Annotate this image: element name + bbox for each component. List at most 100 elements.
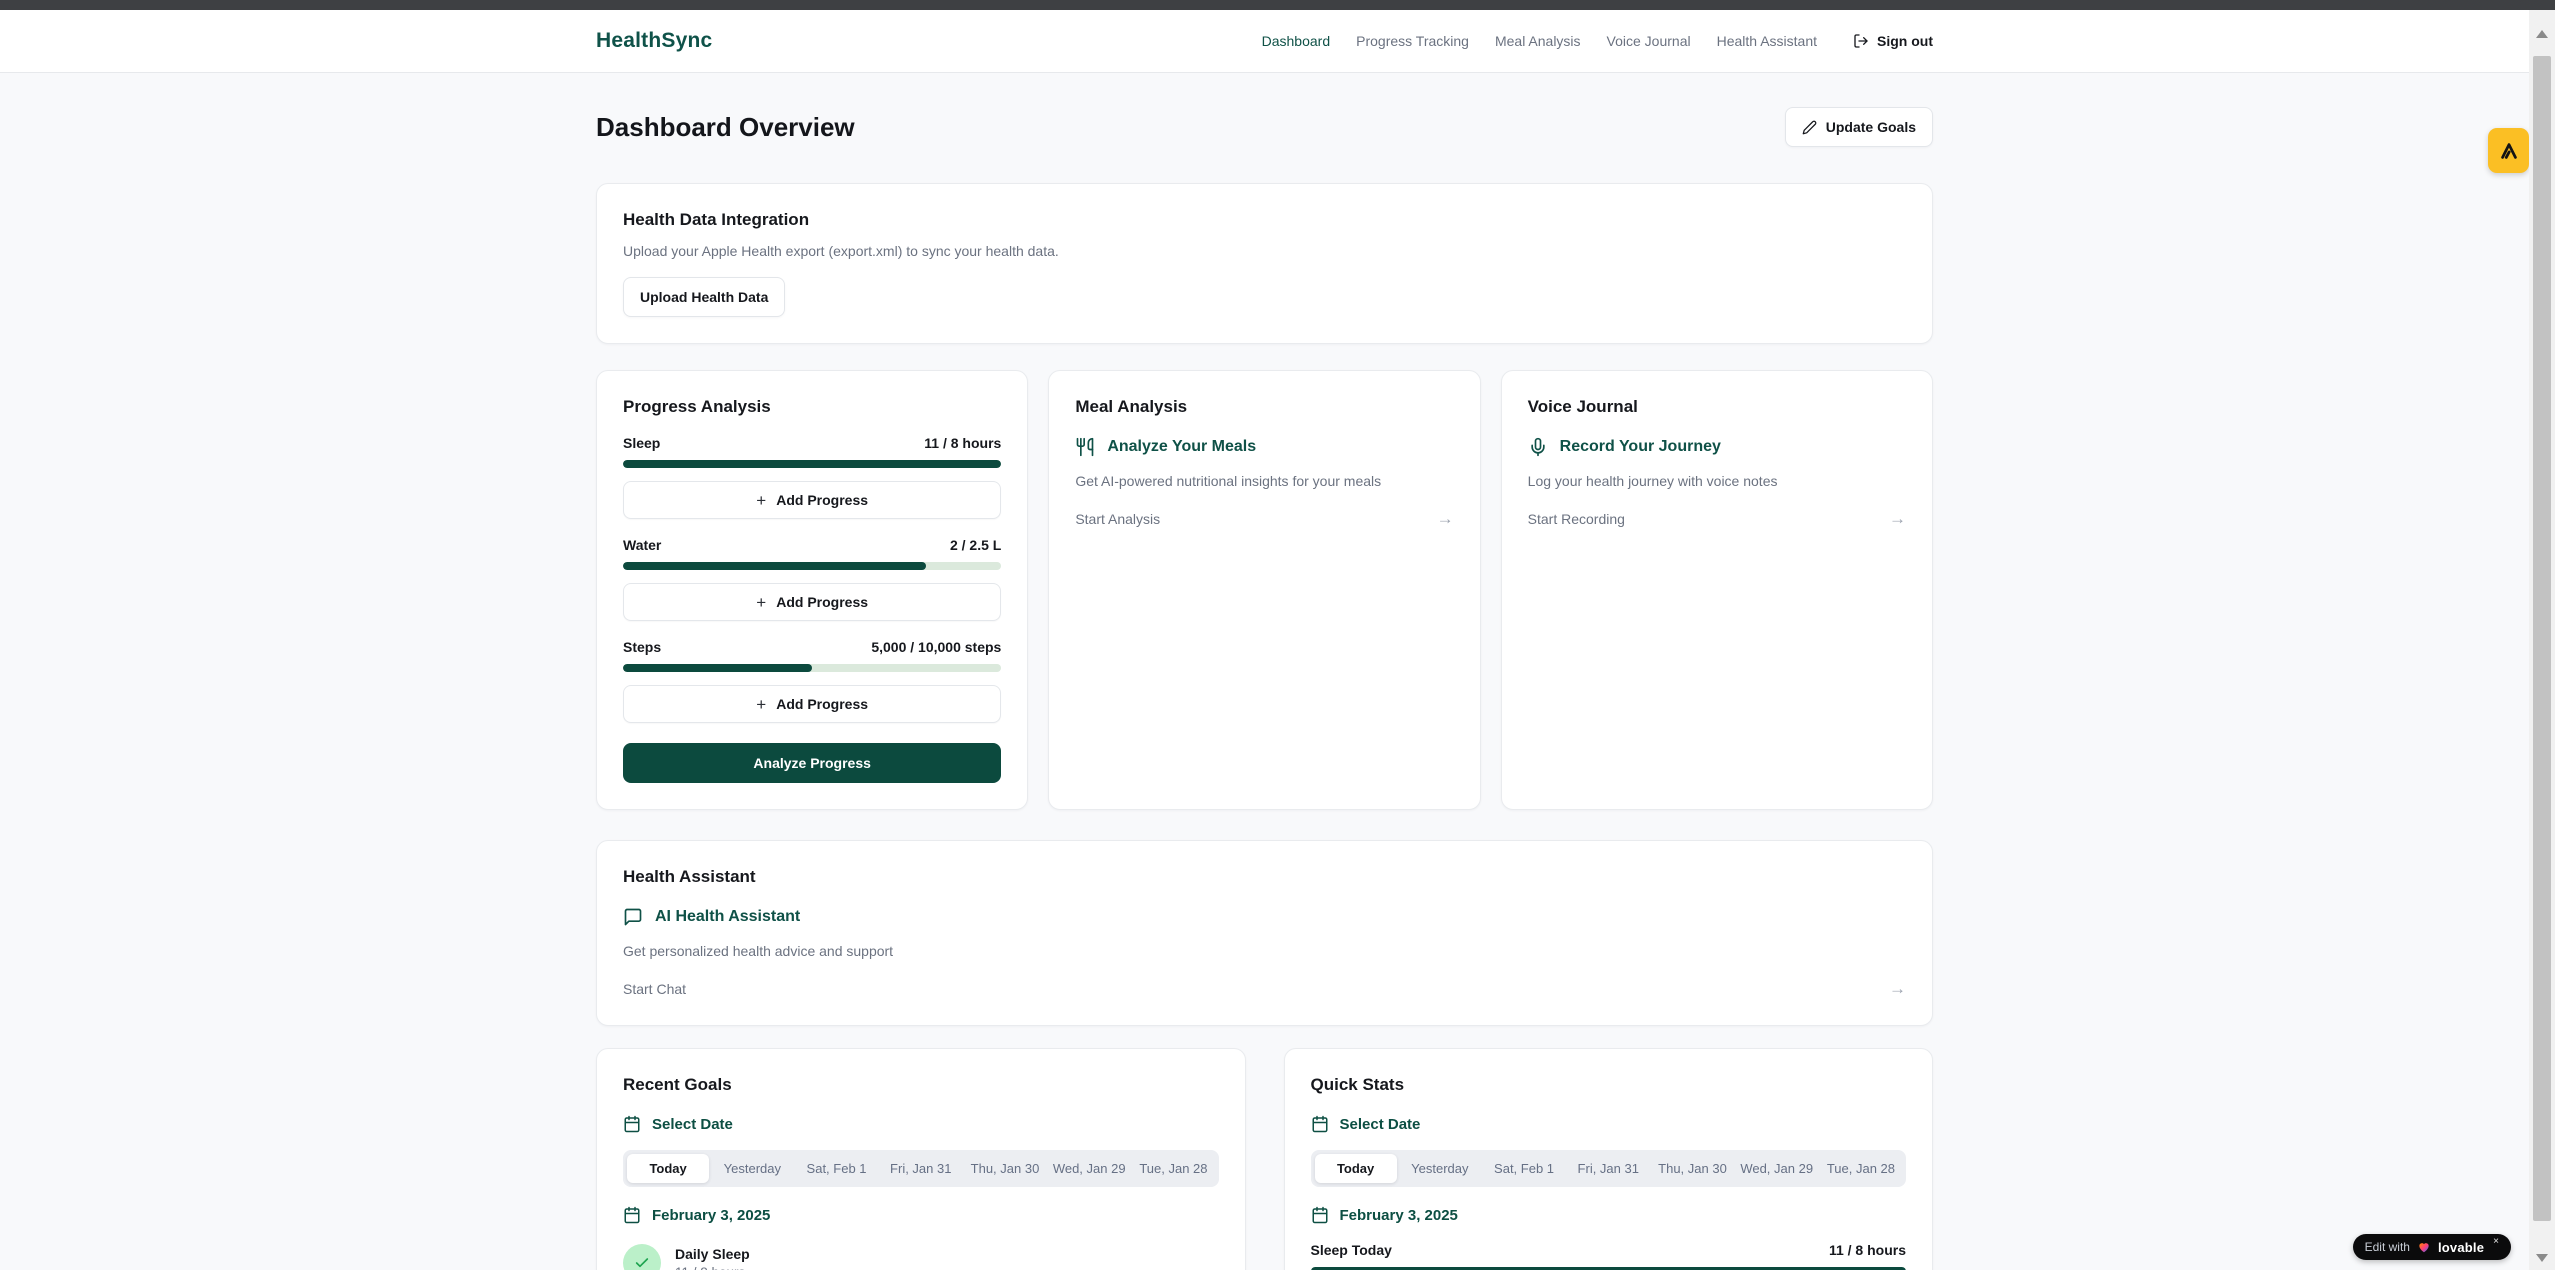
plus-icon: + xyxy=(756,592,767,612)
add-steps-progress-button[interactable]: + Add Progress xyxy=(623,685,1002,723)
chat-bubble-icon xyxy=(624,908,642,926)
calendar-icon xyxy=(624,1115,640,1133)
tab-today[interactable]: Today xyxy=(627,1154,710,1183)
sleep-today-stat: Sleep Today 11 / 8 hours + Add Progress xyxy=(1310,1242,1906,1270)
tab-thu-jan-30[interactable]: Thu, Jan 30 xyxy=(970,1161,1040,1176)
tab-today[interactable]: Today xyxy=(1314,1154,1397,1183)
tab-sat-feb-1[interactable]: Sat, Feb 1 xyxy=(1494,1161,1555,1176)
water-progress-bar xyxy=(623,562,1002,570)
quick-stats-current-date[interactable]: February 3, 2025 xyxy=(1311,1206,1907,1224)
tab-fri-jan-31[interactable]: Fri, Jan 31 xyxy=(890,1161,952,1176)
goal-sleep: Sleep 11 / 8 hours + Add Progress xyxy=(623,435,1002,519)
nav-voice-journal[interactable]: Voice Journal xyxy=(1606,33,1691,49)
voice-description: Log your health journey with voice notes xyxy=(1527,473,1778,489)
quick-stats-date-tabs: Today Yesterday Sat, Feb 1 Fri, Jan 31 T… xyxy=(1310,1150,1906,1187)
goal-complete-badge xyxy=(623,1244,661,1270)
daily-sleep-goal-item: Daily Sleep 11 / 8 hours xyxy=(623,1244,1219,1270)
start-recording-label: Start Recording xyxy=(1527,511,1625,527)
app-logo[interactable]: HealthSync xyxy=(596,29,713,52)
check-icon xyxy=(635,1258,649,1268)
nav-progress-tracking[interactable]: Progress Tracking xyxy=(1356,33,1469,49)
assistant-description: Get personalized health advice and suppo… xyxy=(623,943,894,959)
update-goals-label: Update Goals xyxy=(1825,119,1916,135)
goal-water: Water 2 / 2.5 L + Add Progress xyxy=(623,537,1002,621)
analyze-progress-button[interactable]: Analyze Progress xyxy=(623,743,1002,783)
goal-sleep-value: 11 / 8 hours xyxy=(924,435,1002,451)
record-your-journey-label: Record Your Journey xyxy=(1559,438,1721,455)
close-icon[interactable]: × xyxy=(2493,1235,2499,1247)
tab-wed-jan-29[interactable]: Wed, Jan 29 xyxy=(1740,1161,1814,1176)
nav-health-assistant[interactable]: Health Assistant xyxy=(1716,33,1817,49)
health-assistant-card: Health Assistant AI Health Assistant Get… xyxy=(596,840,1933,1026)
ai-health-assistant-label: AI Health Assistant xyxy=(655,908,801,925)
analyze-your-meals-label: Analyze Your Meals xyxy=(1107,438,1257,455)
nav-dashboard[interactable]: Dashboard xyxy=(1261,33,1331,49)
progress-analysis-card: Progress Analysis Sleep 11 / 8 hours + A… xyxy=(596,370,1029,810)
health-assistant-title: Health Assistant xyxy=(623,867,756,886)
update-goals-button[interactable]: Update Goals xyxy=(1784,107,1933,147)
analyze-your-meals-link[interactable]: Analyze Your Meals xyxy=(1075,437,1453,457)
health-data-description: Upload your Apple Health export (export.… xyxy=(623,243,1059,259)
microphone-icon xyxy=(1530,437,1545,457)
goal-item-name: Daily Sleep xyxy=(675,1246,750,1262)
ai-health-assistant-link[interactable]: AI Health Assistant xyxy=(623,907,1906,927)
upload-health-data-button[interactable]: Upload Health Data xyxy=(623,277,786,317)
page-scrollbar[interactable] xyxy=(2529,10,2555,1270)
scroll-down-arrow[interactable] xyxy=(2536,1254,2548,1262)
tab-yesterday[interactable]: Yesterday xyxy=(1411,1161,1469,1176)
scrollbar-thumb[interactable] xyxy=(2533,56,2551,1221)
tab-tue-jan-28[interactable]: Tue, Jan 28 xyxy=(1139,1161,1208,1176)
pencil-icon xyxy=(1802,120,1817,134)
recent-goals-card: Recent Goals Select Date Today Yesterday… xyxy=(596,1048,1246,1270)
tab-tue-jan-28[interactable]: Tue, Jan 28 xyxy=(1826,1161,1896,1176)
tab-fri-jan-31[interactable]: Fri, Jan 31 xyxy=(1577,1161,1639,1176)
add-water-progress-button[interactable]: + Add Progress xyxy=(623,583,1002,621)
arrow-right-icon: → xyxy=(1889,979,1906,998)
recent-goals-current-date[interactable]: February 3, 2025 xyxy=(623,1206,1219,1224)
scroll-up-arrow[interactable] xyxy=(2536,30,2548,38)
health-data-title: Health Data Integration xyxy=(623,210,810,229)
start-chat-action[interactable]: Start Chat → xyxy=(623,979,1906,999)
heart-icon xyxy=(2419,1243,2429,1253)
edit-with-label: Edit with xyxy=(2364,1240,2410,1254)
tab-yesterday[interactable]: Yesterday xyxy=(723,1161,781,1176)
tab-sat-feb-1[interactable]: Sat, Feb 1 xyxy=(806,1161,867,1176)
water-progress-fill xyxy=(623,562,926,570)
dashboard-main: Dashboard Overview Update Goals Health D… xyxy=(0,73,2555,1270)
goal-water-value: 2 / 2.5 L xyxy=(949,537,1002,553)
start-analysis-label: Start Analysis xyxy=(1075,511,1161,527)
steps-progress-fill xyxy=(623,664,813,672)
tab-thu-jan-30[interactable]: Thu, Jan 30 xyxy=(1658,1161,1727,1176)
app-header: HealthSync Dashboard Progress Tracking M… xyxy=(0,10,2555,73)
lovable-label: lovable xyxy=(2437,1239,2485,1255)
voice-journal-card: Voice Journal Record Your Journey Log yo… xyxy=(1500,370,1933,810)
goal-sleep-label: Sleep xyxy=(623,435,661,451)
plus-icon: + xyxy=(756,694,767,714)
log-out-icon xyxy=(1854,34,1868,48)
start-analysis-action[interactable]: Start Analysis → xyxy=(1075,509,1453,529)
sleep-progress-bar xyxy=(623,460,1002,468)
record-your-journey-link[interactable]: Record Your Journey xyxy=(1528,437,1906,457)
progress-analysis-title: Progress Analysis xyxy=(623,397,771,416)
quick-stats-select-date[interactable]: Select Date xyxy=(1311,1115,1907,1133)
sleep-today-progress-bar xyxy=(1310,1267,1906,1270)
tab-wed-jan-29[interactable]: Wed, Jan 29 xyxy=(1052,1161,1126,1176)
add-progress-label: Add Progress xyxy=(776,492,869,508)
recent-goals-date-tabs: Today Yesterday Sat, Feb 1 Fri, Jan 31 T… xyxy=(623,1150,1219,1187)
edit-with-lovable-badge[interactable]: Edit with lovable × xyxy=(2352,1234,2511,1260)
steps-progress-bar xyxy=(623,664,1002,672)
floating-side-tab-button[interactable] xyxy=(2488,128,2529,173)
page-title: Dashboard Overview xyxy=(596,111,855,142)
goal-steps: Steps 5,000 / 10,000 steps + Add Progres… xyxy=(623,639,1002,723)
add-sleep-progress-button[interactable]: + Add Progress xyxy=(623,481,1002,519)
nav-meal-analysis[interactable]: Meal Analysis xyxy=(1494,33,1581,49)
quick-stats-title: Quick Stats xyxy=(1310,1075,1405,1094)
goal-steps-label: Steps xyxy=(623,639,662,655)
browser-top-strip xyxy=(0,0,2555,10)
recent-goals-select-date[interactable]: Select Date xyxy=(623,1115,1219,1133)
start-chat-label: Start Chat xyxy=(623,981,687,997)
sign-out-button[interactable]: Sign out xyxy=(1853,33,1933,49)
arrow-right-icon: → xyxy=(1436,509,1454,528)
start-recording-action[interactable]: Start Recording → xyxy=(1528,509,1906,529)
select-date-label: Select Date xyxy=(652,1115,733,1133)
